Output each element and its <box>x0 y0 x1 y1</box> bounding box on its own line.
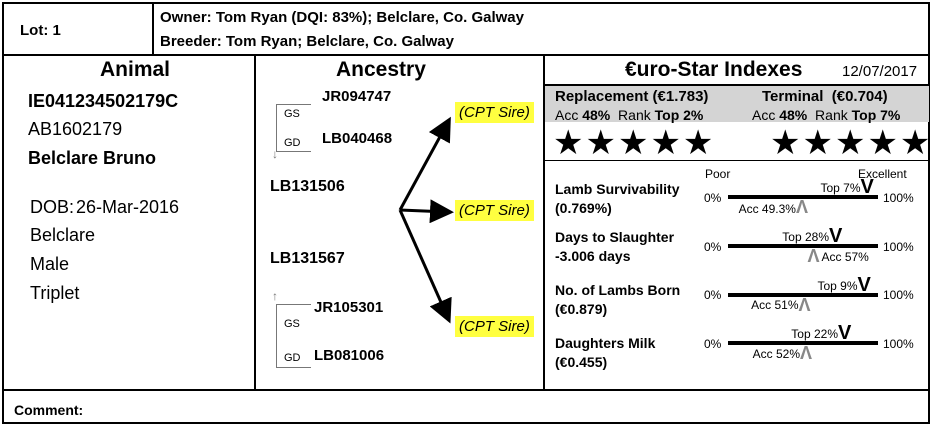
animal-divider <box>254 54 256 390</box>
v-marker-icon: V <box>860 176 874 198</box>
accuracy-caret-icon: Λ <box>807 246 820 266</box>
breeder-line: Breeder: Tom Ryan; Belclare, Co. Galway <box>160 33 454 50</box>
lot-divider <box>152 2 154 56</box>
grandsire-bottom: JR105301 <box>314 299 384 316</box>
terminal-rank: Top 7% <box>851 107 901 123</box>
terminal-rank-label: Rank <box>815 107 848 123</box>
trait-top-label: Top 7% <box>820 181 861 195</box>
trait-name: Days to Slaughter <box>555 229 675 245</box>
trait-value: -3.006 days <box>555 248 631 264</box>
granddam-top: LB040468 <box>322 130 393 147</box>
v-marker-icon: V <box>829 225 843 247</box>
replacement-rank-label: Rank <box>618 107 651 123</box>
trait-bar <box>728 293 878 297</box>
trait-bar <box>728 341 878 345</box>
trait-top-label: Top 28% <box>782 230 829 244</box>
grandsire-top: JR094747 <box>322 88 392 105</box>
granddam-bottom: LB081006 <box>314 347 385 364</box>
header-divider <box>2 54 930 56</box>
v-marker-icon: V <box>838 322 852 344</box>
index-summary-bg <box>545 86 929 122</box>
gs-label-top: GS <box>284 108 300 120</box>
trait-name: No. of Lambs Born <box>555 282 681 298</box>
replacement-title: Replacement (€1.783) <box>555 88 709 105</box>
terminal-acc-label: Acc <box>752 107 776 123</box>
trait-value: (€0.455) <box>555 354 608 370</box>
indexes-heading: €uro-Star Indexes <box>625 58 803 81</box>
trait-min: 0% <box>704 240 722 254</box>
trait-max: 100% <box>883 191 914 205</box>
accuracy-caret-icon: Λ <box>798 295 811 315</box>
card-frame <box>2 2 930 424</box>
trait-max: 100% <box>883 288 914 302</box>
trait-max: 100% <box>883 240 914 254</box>
arrow-up-icon <box>398 116 451 211</box>
scale-excellent-label: Excellent <box>858 167 907 181</box>
replacement-stars-icon: ★★★★★ <box>553 124 716 162</box>
animal-birth-type: Triplet <box>30 283 80 303</box>
dam-id: LB131567 <box>270 250 345 267</box>
dob-label: DOB: <box>30 197 75 217</box>
animal-id: IE041234502179C <box>28 91 179 111</box>
cpt-sire-badge-3: (CPT Sire) <box>455 316 534 337</box>
replacement-rank: Top 2% <box>654 107 704 123</box>
animal-tag: AB1602179 <box>28 119 123 139</box>
trait-min: 0% <box>704 191 722 205</box>
replacement-acc: 48% <box>582 107 611 123</box>
trait-min: 0% <box>704 288 722 302</box>
bottom-pedigree-bracket <box>276 304 311 368</box>
accuracy-caret-icon: Λ <box>800 343 813 363</box>
accuracy-caret-icon: Λ <box>795 197 808 217</box>
indexes-heading-rule <box>544 84 930 86</box>
gd-label-top: GD <box>284 137 301 149</box>
down-arrow-icon: ↓ <box>272 147 278 161</box>
terminal-acc-rank: Acc 48% Rank Top 7% <box>752 107 900 123</box>
terminal-stars-icon: ★★★★★ <box>770 124 933 162</box>
gs-label-bottom: GS <box>284 318 300 330</box>
stars-rule <box>544 160 930 161</box>
sire-id: LB131506 <box>270 178 345 195</box>
animal-breed: Belclare <box>30 225 96 245</box>
cpt-sire-badge-2: (CPT Sire) <box>455 200 534 221</box>
dob-value: 26-Mar-2016 <box>76 197 180 217</box>
trait-min: 0% <box>704 337 722 351</box>
up-arrow-icon: ↑ <box>272 289 278 303</box>
replacement-acc-rank: Acc 48% Rank Top 2% <box>555 107 703 123</box>
lot-number: Lot: 1 <box>20 22 61 39</box>
cpt-sire-badge-1: (CPT Sire) <box>455 102 534 123</box>
trait-bar <box>728 244 878 248</box>
trait-acc-label: Acc 52% <box>752 347 800 361</box>
indexes-date: 12/07/2017 <box>842 63 918 80</box>
owner-line: Owner: Tom Ryan (DQI: 83%); Belclare, Co… <box>160 9 524 26</box>
gd-label-bottom: GD <box>284 352 301 364</box>
trait-acc-label: Acc 57% <box>821 250 869 264</box>
trait-top-label: Top 22% <box>791 327 838 341</box>
terminal-title: Terminal (€0.704) <box>762 88 888 105</box>
arrow-down-icon <box>398 209 452 324</box>
trait-acc-label: Acc 51% <box>751 298 799 312</box>
pedigree-arrows <box>398 116 454 324</box>
trait-top-label: Top 9% <box>817 279 858 293</box>
replacement-acc-label: Acc <box>555 107 579 123</box>
comment-divider <box>2 389 930 391</box>
arrow-right-icon <box>399 199 454 224</box>
trait-value: (0.769%) <box>555 200 612 216</box>
v-marker-icon: V <box>857 274 871 296</box>
trait-name: Lamb Survivability <box>555 181 680 197</box>
trait-acc-label: Acc 49.3% <box>738 202 796 216</box>
terminal-acc: 48% <box>779 107 808 123</box>
scale-poor-label: Poor <box>705 167 731 181</box>
animal-sex: Male <box>30 254 70 274</box>
comment-label: Comment: <box>14 402 84 418</box>
ancestry-heading: Ancestry <box>336 58 426 81</box>
top-pedigree-bracket <box>276 104 311 152</box>
trait-max: 100% <box>883 337 914 351</box>
trait-bar <box>728 195 878 199</box>
animal-heading: Animal <box>100 58 171 81</box>
ancestry-divider <box>543 54 545 390</box>
trait-value: (€0.879) <box>555 301 608 317</box>
animal-name: Belclare Bruno <box>28 148 157 168</box>
trait-name: Daughters Milk <box>555 335 656 351</box>
